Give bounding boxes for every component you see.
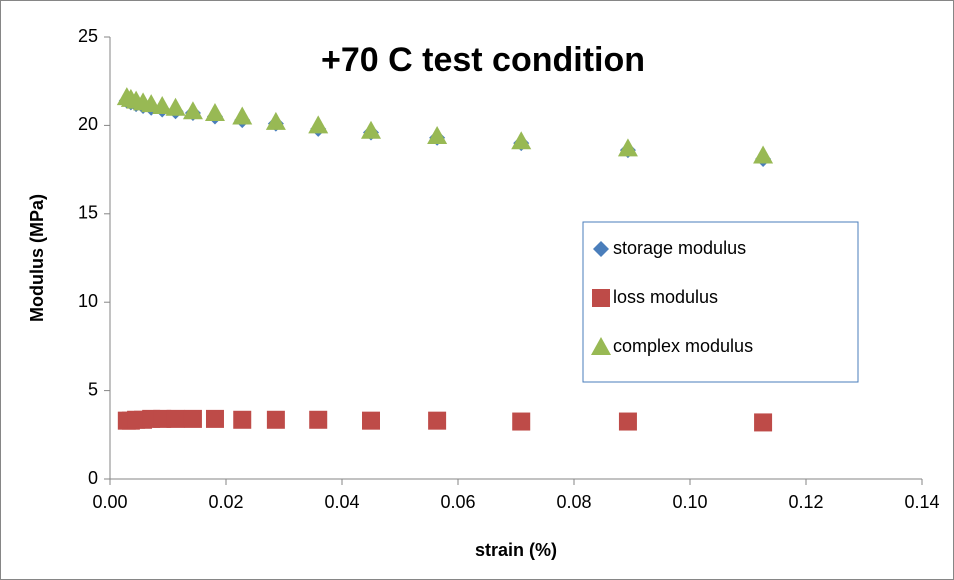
legend-box	[582, 221, 859, 383]
triangle-marker	[361, 120, 381, 139]
x-tick-label: 0.04	[324, 492, 359, 512]
square-marker	[166, 409, 185, 428]
square-marker	[183, 409, 202, 428]
square-marker	[592, 289, 610, 307]
triangle-marker	[204, 103, 225, 122]
triangle-marker	[152, 95, 173, 114]
square-marker	[266, 410, 285, 429]
square-marker	[233, 410, 252, 429]
diamond-marker	[593, 241, 609, 257]
legend-label: complex modulus	[613, 336, 753, 356]
y-axis-title: Modulus (MPa)	[27, 194, 47, 322]
square-marker	[512, 412, 531, 431]
x-tick-label: 0.06	[440, 492, 475, 512]
triangle-marker	[308, 115, 329, 134]
triangle-marker	[265, 111, 286, 130]
x-tick-label: 0.02	[208, 492, 243, 512]
y-tick-label: 20	[78, 114, 98, 134]
square-marker	[205, 409, 224, 428]
legend-label: storage modulus	[613, 238, 746, 258]
y-tick-label: 0	[88, 468, 98, 488]
triangle-marker	[165, 97, 186, 116]
triangle-marker	[511, 131, 532, 150]
x-tick-label: 0.00	[92, 492, 127, 512]
x-tick-label: 0.08	[556, 492, 591, 512]
square-marker	[309, 410, 328, 429]
chart-title: +70 C test condition	[321, 41, 645, 79]
square-marker	[362, 411, 380, 430]
y-tick-label: 15	[78, 203, 98, 223]
triangle-marker	[182, 101, 203, 120]
triangle-marker	[617, 138, 638, 157]
triangle-marker	[753, 145, 774, 164]
y-tick-label: 5	[88, 379, 98, 399]
triangle-marker	[232, 106, 253, 125]
triangle-marker	[427, 126, 448, 145]
square-marker	[618, 412, 637, 431]
x-axis-title: strain (%)	[475, 540, 557, 560]
y-tick-label: 10	[78, 291, 98, 311]
x-tick-label: 0.14	[904, 492, 939, 512]
square-marker	[428, 411, 447, 430]
triangle-marker	[591, 337, 611, 355]
x-tick-label: 0.12	[788, 492, 823, 512]
legend-label: loss modulus	[613, 287, 718, 307]
x-tick-label: 0.10	[672, 492, 707, 512]
y-tick-label: 25	[78, 26, 98, 46]
square-marker	[754, 413, 773, 432]
